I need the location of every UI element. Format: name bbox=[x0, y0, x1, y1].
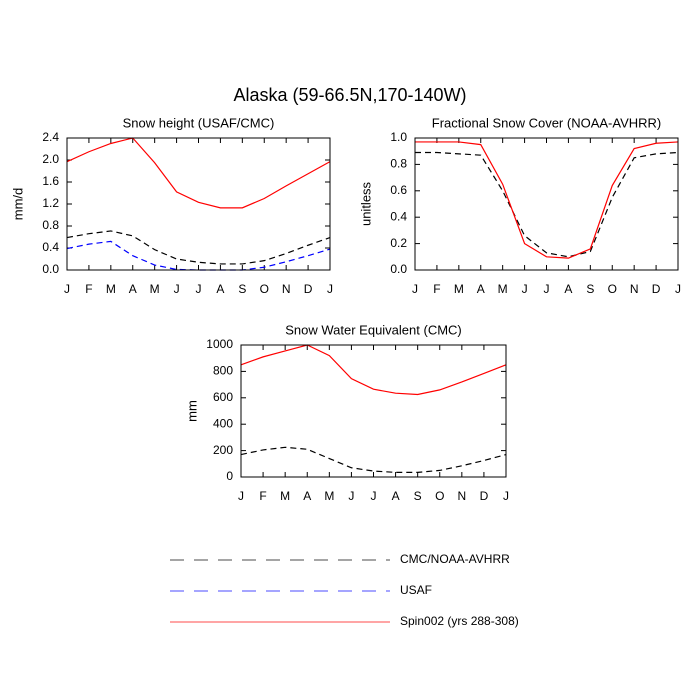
figure-title: Alaska (59-66.5N,170-140W) bbox=[233, 85, 466, 105]
panel-title: Snow height (USAF/CMC) bbox=[123, 115, 275, 130]
legend-label: USAF bbox=[400, 583, 432, 597]
y-tick-label: 2.0 bbox=[42, 152, 59, 166]
series-line bbox=[66, 230, 331, 265]
x-tick-label: M bbox=[498, 282, 508, 296]
panel-title: Fractional Snow Cover (NOAA-AVHRR) bbox=[432, 115, 661, 130]
y-tick-label: 400 bbox=[213, 416, 233, 430]
y-tick-label: 1.6 bbox=[42, 174, 59, 188]
series-line bbox=[240, 344, 507, 396]
legend-label: CMC/NOAA-AVHRR bbox=[400, 552, 510, 566]
x-tick-label: A bbox=[216, 282, 224, 296]
x-tick-label: F bbox=[85, 282, 92, 296]
series-line bbox=[415, 141, 679, 259]
y-tick-label: 600 bbox=[213, 390, 233, 404]
panel-title: Snow Water Equivalent (CMC) bbox=[285, 322, 462, 337]
x-tick-label: J bbox=[371, 489, 377, 503]
series-line bbox=[415, 151, 679, 258]
y-axis-label: mm/d bbox=[10, 188, 25, 221]
y-tick-label: 0.6 bbox=[390, 183, 407, 197]
y-tick-label: 0.4 bbox=[42, 240, 59, 254]
plot-frame bbox=[240, 344, 507, 478]
x-tick-label: A bbox=[392, 489, 400, 503]
y-tick-label: 1.0 bbox=[390, 130, 407, 144]
series-line bbox=[66, 240, 331, 271]
x-tick-label: J bbox=[348, 489, 354, 503]
x-tick-label: D bbox=[652, 282, 661, 296]
x-tick-label: S bbox=[238, 282, 246, 296]
x-tick-label: J bbox=[64, 282, 70, 296]
x-tick-label: J bbox=[327, 282, 333, 296]
y-tick-label: 0.0 bbox=[42, 262, 59, 276]
y-tick-label: 1000 bbox=[206, 337, 233, 351]
x-tick-label: A bbox=[303, 489, 311, 503]
x-tick-label: M bbox=[324, 489, 334, 503]
y-tick-label: 200 bbox=[213, 443, 233, 457]
x-tick-label: A bbox=[564, 282, 572, 296]
x-tick-label: J bbox=[238, 489, 244, 503]
x-tick-label: M bbox=[454, 282, 464, 296]
y-tick-label: 1.2 bbox=[42, 196, 59, 210]
y-tick-label: 0.4 bbox=[390, 209, 407, 223]
legend-label: Spin002 (yrs 288-308) bbox=[400, 614, 519, 628]
x-tick-label: N bbox=[630, 282, 639, 296]
x-tick-label: J bbox=[544, 282, 550, 296]
x-tick-label: N bbox=[282, 282, 291, 296]
y-tick-label: 0.8 bbox=[42, 218, 59, 232]
y-tick-label: 0.2 bbox=[390, 236, 407, 250]
x-tick-label: M bbox=[150, 282, 160, 296]
y-tick-label: 2.4 bbox=[42, 130, 59, 144]
x-tick-label: O bbox=[608, 282, 617, 296]
x-tick-label: F bbox=[259, 489, 266, 503]
plot-frame bbox=[66, 137, 331, 271]
x-tick-label: O bbox=[260, 282, 269, 296]
x-tick-label: A bbox=[477, 282, 485, 296]
x-tick-label: J bbox=[503, 489, 509, 503]
y-tick-label: 800 bbox=[213, 364, 233, 378]
x-tick-label: F bbox=[433, 282, 440, 296]
x-tick-label: J bbox=[196, 282, 202, 296]
plot-frame bbox=[414, 137, 679, 271]
x-tick-label: A bbox=[129, 282, 137, 296]
x-tick-label: M bbox=[280, 489, 290, 503]
x-tick-label: N bbox=[457, 489, 466, 503]
y-axis-label: mm bbox=[184, 400, 199, 422]
series-line bbox=[240, 446, 507, 473]
x-tick-label: J bbox=[675, 282, 681, 296]
x-tick-label: D bbox=[480, 489, 489, 503]
x-tick-label: D bbox=[304, 282, 313, 296]
x-tick-label: M bbox=[106, 282, 116, 296]
series-line bbox=[66, 137, 331, 209]
y-tick-label: 0.8 bbox=[390, 157, 407, 171]
y-tick-label: 0 bbox=[226, 469, 233, 483]
x-tick-label: S bbox=[414, 489, 422, 503]
x-tick-label: J bbox=[412, 282, 418, 296]
y-tick-label: 0.0 bbox=[390, 262, 407, 276]
x-tick-label: O bbox=[435, 489, 444, 503]
x-tick-label: J bbox=[174, 282, 180, 296]
x-tick-label: S bbox=[586, 282, 594, 296]
y-axis-label: unitless bbox=[358, 181, 373, 226]
x-tick-label: J bbox=[522, 282, 528, 296]
